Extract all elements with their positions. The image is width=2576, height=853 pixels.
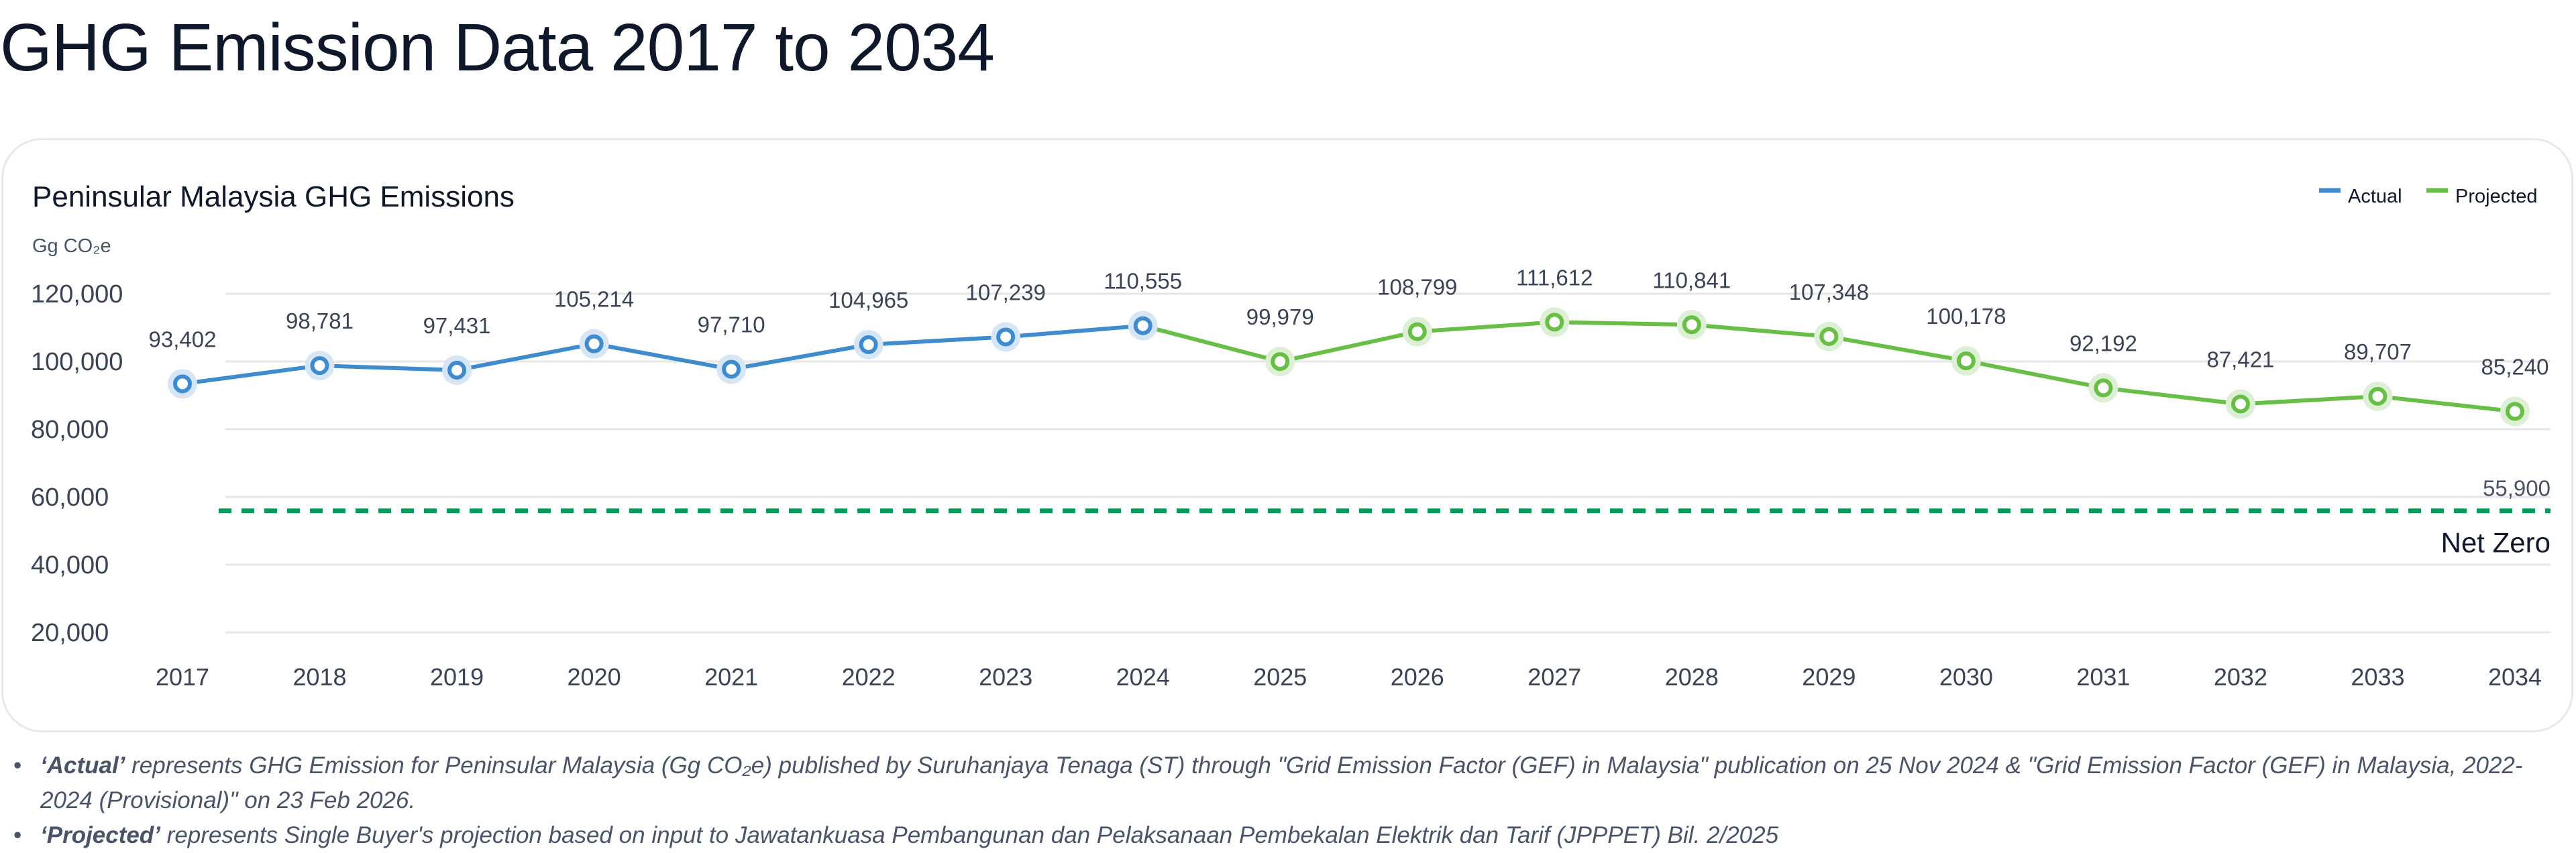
x-tick-label: 2024 — [1116, 663, 1170, 691]
x-tick-label: 2020 — [568, 663, 621, 691]
legend: Actual Projected — [2319, 186, 2538, 207]
data-label-projected: 85,240 — [2481, 355, 2549, 380]
y-tick-label: 100,000 — [31, 348, 123, 376]
x-tick-label: 2028 — [1665, 663, 1719, 691]
data-point-projected — [1956, 351, 1976, 371]
footnotes: ‘Actual’ represents GHG Emission for Pen… — [13, 748, 2563, 853]
x-tick-label: 2031 — [2076, 663, 2130, 691]
data-point-actual — [1133, 316, 1152, 335]
footnote-term: ‘Actual’ — [40, 752, 125, 779]
data-point-actual — [173, 374, 192, 394]
data-label-projected: 107,348 — [1789, 280, 1869, 304]
x-tick-label: 2023 — [979, 663, 1032, 691]
data-label-projected: 111,612 — [1516, 265, 1593, 290]
x-tick-label: 2017 — [156, 663, 209, 691]
chart-card — [1, 138, 2573, 732]
data-label-actual: 97,431 — [423, 313, 491, 338]
data-label-projected: 89,707 — [2344, 339, 2412, 364]
data-label-actual: 110,555 — [1104, 269, 1182, 294]
data-point-projected — [1407, 322, 1427, 341]
footnote-text: represents GHG Emission for Peninsular M… — [40, 752, 2523, 813]
net-zero-value-label: 55,900 — [2483, 476, 2551, 501]
data-label-actual: 105,214 — [554, 287, 634, 312]
data-point-projected — [1545, 312, 1564, 332]
x-tick-label: 2019 — [430, 663, 484, 691]
page-title: GHG Emission Data 2017 to 2034 — [0, 10, 995, 85]
data-label-projected: 99,979 — [1246, 304, 1314, 329]
data-point-projected — [1271, 352, 1290, 372]
x-tick-label: 2029 — [1802, 663, 1856, 691]
net-zero-label: Net Zero — [2441, 527, 2551, 559]
data-point-projected — [2231, 394, 2250, 414]
y-tick-label: 40,000 — [31, 551, 109, 579]
data-point-actual — [996, 327, 1016, 347]
data-label-projected: 110,841 — [1652, 268, 1731, 292]
x-tick-label: 2034 — [2488, 663, 2542, 691]
x-tick-label: 2018 — [292, 663, 346, 691]
x-tick-label: 2026 — [1391, 663, 1444, 691]
y-tick-label: 120,000 — [31, 280, 123, 308]
data-label-actual: 107,239 — [966, 280, 1046, 304]
data-point-actual — [859, 335, 878, 354]
legend-projected-label[interactable]: Projected — [2455, 186, 2538, 207]
data-point-actual — [447, 360, 467, 380]
x-tick-label: 2033 — [2351, 663, 2404, 691]
y-axis-label: Gg CO₂e — [32, 235, 111, 257]
chart-title: Peninsular Malaysia GHG Emissions — [32, 180, 515, 213]
data-label-actual: 93,402 — [149, 327, 217, 351]
data-point-projected — [2368, 386, 2387, 406]
y-tick-label: 80,000 — [31, 416, 109, 444]
x-tick-label: 2030 — [1939, 663, 1993, 691]
footnote-text: represents Single Buyer's projection bas… — [160, 822, 1779, 848]
data-point-projected — [2506, 402, 2524, 421]
x-tick-label: 2025 — [1253, 663, 1307, 691]
data-label-projected: 100,178 — [1926, 304, 2006, 329]
data-label-actual: 97,710 — [698, 312, 765, 337]
x-tick-label: 2027 — [1527, 663, 1581, 691]
data-point-projected — [2094, 378, 2113, 398]
data-label-actual: 98,781 — [286, 308, 354, 333]
data-point-projected — [1682, 315, 1701, 335]
y-tick-label: 60,000 — [31, 484, 109, 512]
footnote-term: ‘Projected’ — [40, 822, 160, 848]
y-tick-label: 20,000 — [31, 619, 109, 647]
data-point-projected — [1819, 327, 1839, 346]
footnote-actual: ‘Actual’ represents GHG Emission for Pen… — [13, 748, 2563, 818]
data-label-actual: 104,965 — [828, 288, 908, 312]
x-tick-label: 2021 — [704, 663, 758, 691]
data-label-projected: 108,799 — [1377, 275, 1457, 300]
x-tick-label: 2022 — [842, 663, 896, 691]
data-point-actual — [584, 334, 604, 353]
data-label-projected: 87,421 — [2206, 347, 2274, 372]
data-point-actual — [310, 356, 329, 376]
data-label-projected: 92,192 — [2070, 331, 2137, 355]
legend-actual-label[interactable]: Actual — [2348, 186, 2402, 207]
series-line-actual — [182, 323, 1143, 386]
x-tick-label: 2032 — [2214, 663, 2267, 691]
footnote-projected: ‘Projected’ represents Single Buyer's pr… — [13, 818, 2563, 853]
data-point-actual — [722, 359, 741, 379]
